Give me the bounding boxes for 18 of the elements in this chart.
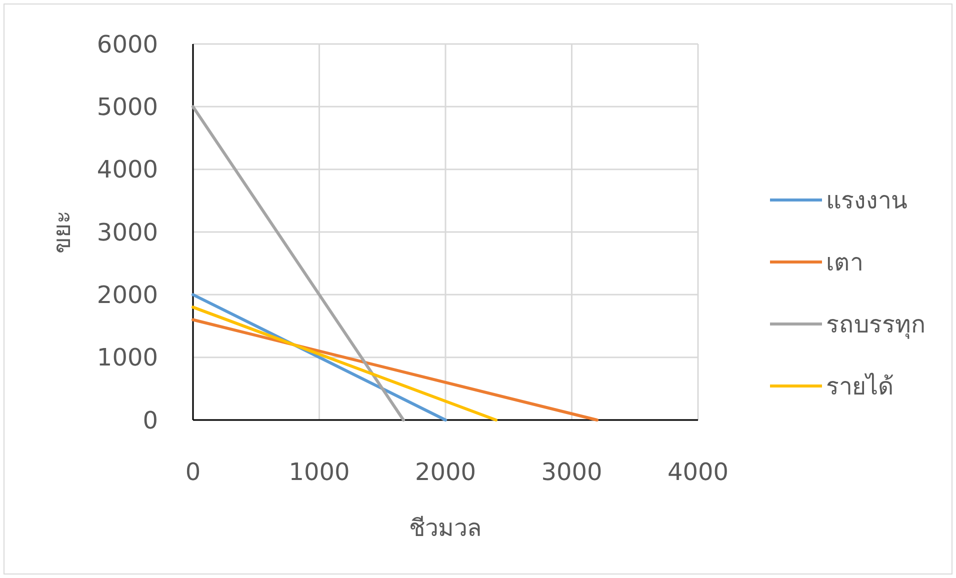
y-tick-label: 0: [142, 406, 158, 434]
legend-label: เตา: [826, 248, 863, 276]
y-axis-title: ขยะ: [48, 210, 76, 254]
x-tick-label: 1000: [288, 458, 350, 486]
y-tick-label: 4000: [96, 156, 158, 184]
y-tick-label: 1000: [96, 344, 158, 372]
x-tick-label: 0: [185, 458, 201, 486]
y-tick-label: 3000: [96, 218, 158, 246]
legend-label: รายได้: [826, 372, 894, 400]
legend-label: รถบรรทุก: [826, 310, 926, 340]
y-tick-label: 5000: [96, 93, 158, 122]
y-tick-label: 2000: [96, 281, 158, 310]
legend-label: แรงงาน: [826, 186, 907, 214]
x-tick-label: 4000: [667, 458, 729, 486]
x-tick-label: 3000: [541, 458, 602, 486]
y-tick-label: 6000: [96, 30, 158, 58]
x-axis-title: ชีวมวล: [409, 514, 482, 542]
x-tick-label: 2000: [414, 458, 476, 486]
